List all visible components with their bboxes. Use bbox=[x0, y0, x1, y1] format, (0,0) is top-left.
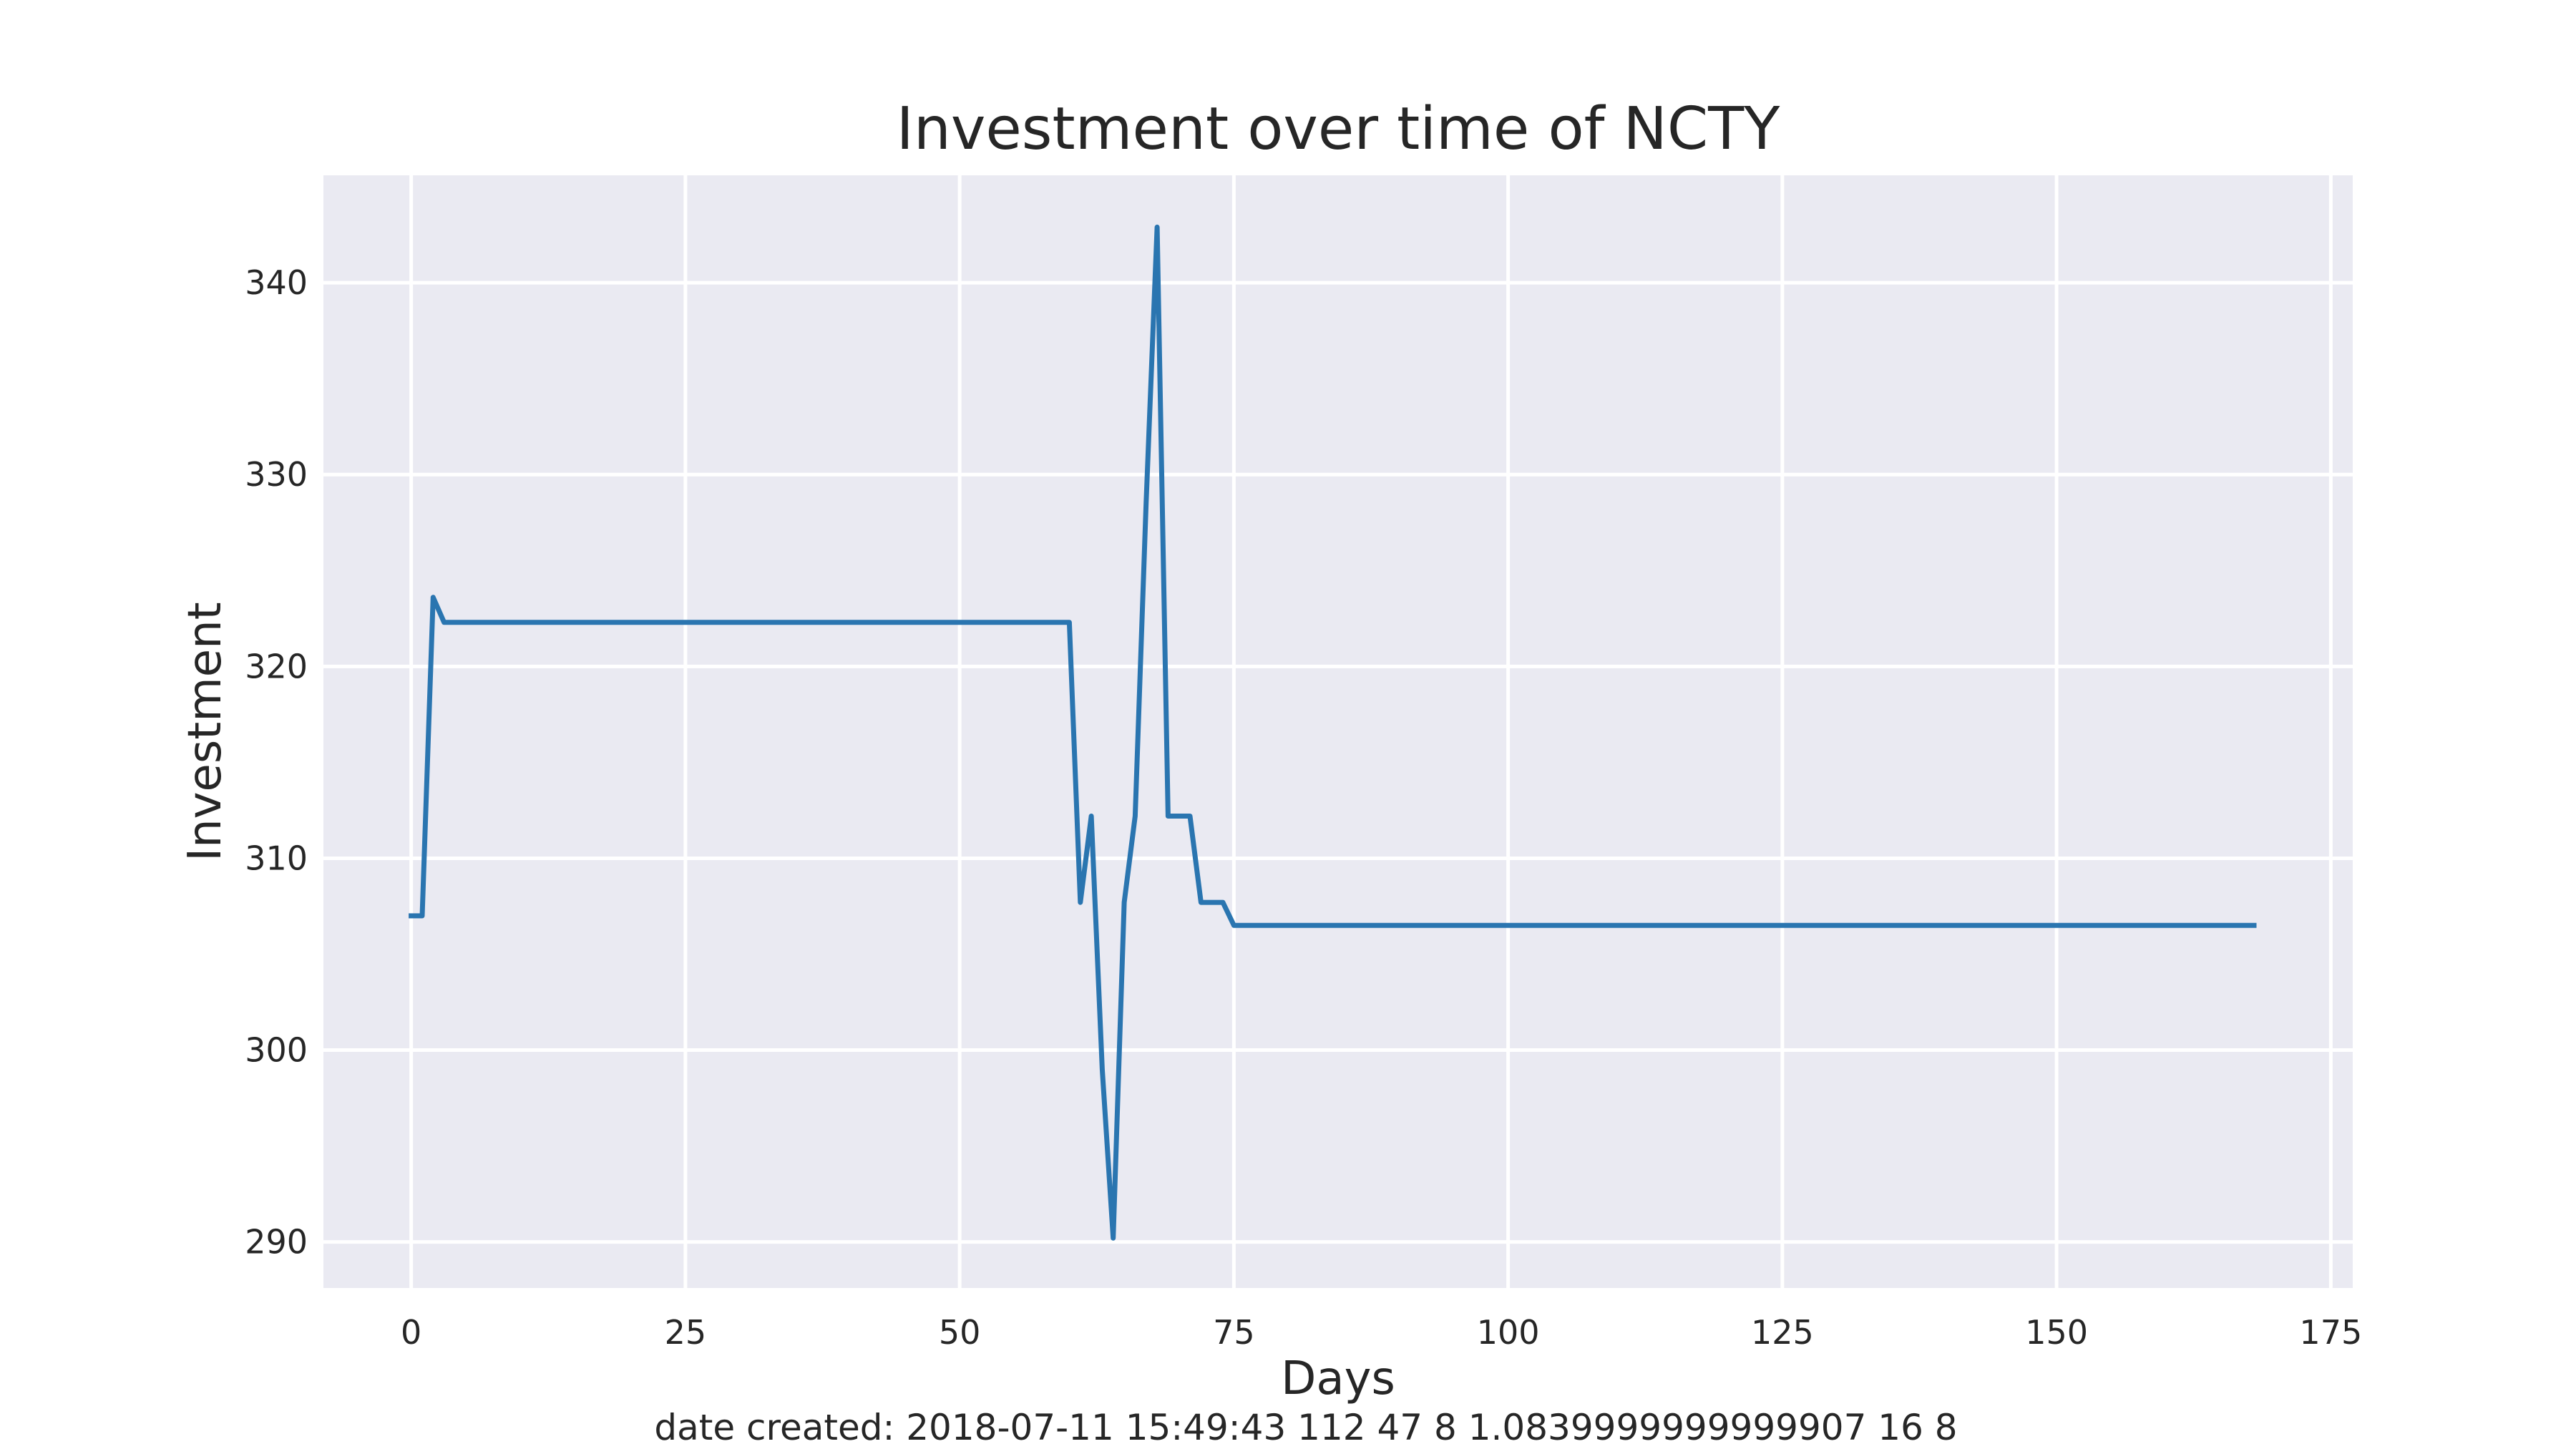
x-tick-label: 125 bbox=[1751, 1313, 1814, 1352]
x-tick-label: 150 bbox=[2025, 1313, 2088, 1352]
x-tick-label: 175 bbox=[2299, 1313, 2362, 1352]
tick-labels: 0 25 50 75 100 125 150 175 290 300 310 320 330 340 bbox=[245, 263, 2362, 1352]
y-tick-label: 290 bbox=[245, 1223, 308, 1262]
y-tick-label: 330 bbox=[245, 455, 308, 494]
x-axis-label: Days bbox=[1281, 1352, 1395, 1405]
y-tick-label: 300 bbox=[245, 1031, 308, 1070]
x-tick-label: 75 bbox=[1213, 1313, 1255, 1352]
y-tick-label: 310 bbox=[245, 839, 308, 877]
y-tick-label: 340 bbox=[245, 263, 308, 302]
investment-series-line bbox=[409, 224, 2257, 1241]
y-tick-label: 320 bbox=[245, 647, 308, 686]
x-tick-label: 100 bbox=[1477, 1313, 1540, 1352]
plot-background bbox=[323, 175, 2353, 1288]
grid-lines bbox=[323, 175, 2353, 1288]
series-group bbox=[409, 224, 2257, 1241]
x-tick-label: 50 bbox=[939, 1313, 981, 1352]
chart-caption: date created: 2018-07-11 15:49:43 112 47… bbox=[654, 1407, 1957, 1448]
x-tick-label: 25 bbox=[665, 1313, 707, 1352]
chart-title: Investment over time of NCTY bbox=[897, 95, 1781, 163]
x-tick-label: 0 bbox=[401, 1313, 421, 1352]
y-axis-label: Investment bbox=[179, 602, 232, 862]
